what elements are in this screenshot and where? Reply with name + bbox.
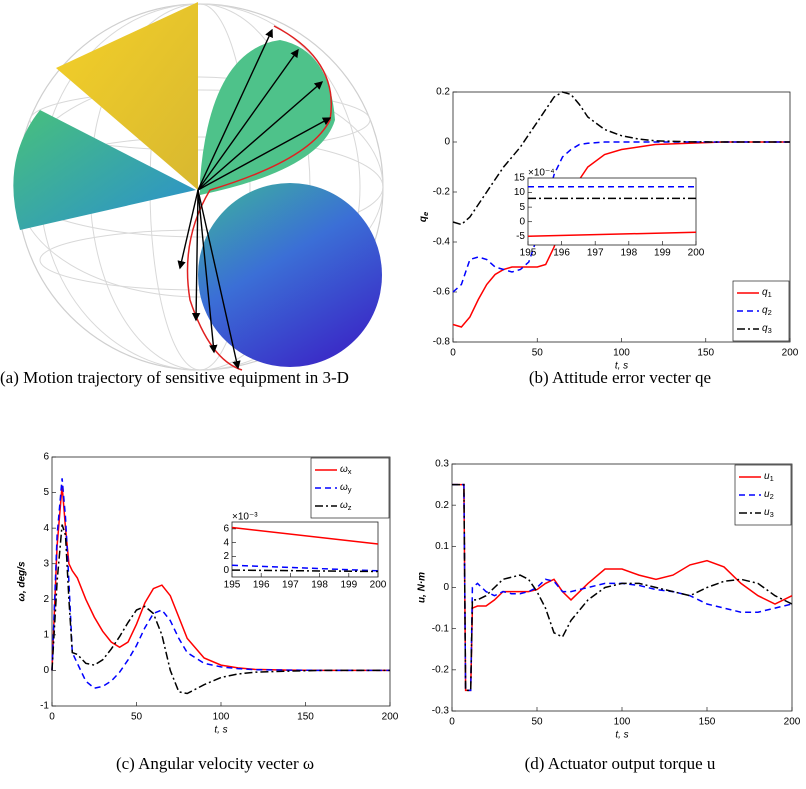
- x-tick-label: 50: [131, 712, 143, 723]
- y-tick-label: 1: [43, 629, 49, 640]
- legend-label: ωy: [340, 482, 352, 494]
- x-axis-label: t, s: [615, 361, 628, 372]
- legend-label: u3: [764, 507, 774, 519]
- legend-label: ωx: [340, 464, 352, 476]
- x-tick-label: 200: [784, 717, 801, 728]
- legend-box: [734, 464, 792, 526]
- y-tick-label: 0.2: [436, 87, 450, 98]
- data-line: [452, 483, 793, 692]
- x-tick-label: 200: [382, 712, 399, 723]
- x-tick-label: 195: [224, 580, 241, 591]
- y-tick-label: -0.3: [432, 706, 450, 717]
- data-line: [452, 91, 790, 226]
- data-line: [231, 564, 379, 572]
- x-tick-label: 50: [532, 348, 544, 359]
- y-axis-label: u, N·m: [417, 572, 428, 603]
- x-axis-label: t, s: [615, 730, 628, 741]
- x-tick-label: 50: [531, 717, 543, 728]
- x-tick-label: 196: [553, 248, 570, 259]
- x-tick-label: 200: [688, 248, 705, 259]
- x-tick-label: 195: [520, 248, 537, 259]
- y-tick-label: 0: [443, 582, 449, 593]
- y-tick-label: 5: [43, 487, 49, 498]
- data-line: [527, 231, 697, 238]
- y-tick-label: 0.3: [435, 459, 449, 470]
- y-tick-label: 15: [514, 173, 526, 184]
- y-tick-label: -1: [40, 701, 49, 712]
- x-tick-label: 198: [620, 248, 637, 259]
- y-tick-label: 5: [519, 202, 525, 213]
- x-tick-label: 100: [213, 712, 230, 723]
- y-tick-label: -0.2: [433, 187, 451, 198]
- y-tick-label: 4: [223, 537, 229, 548]
- inset-multiplier: ×10⁻³: [232, 512, 258, 523]
- x-tick-label: 199: [340, 580, 357, 591]
- x-tick-label: 198: [311, 580, 328, 591]
- legend-label: ωz: [340, 500, 352, 512]
- legend-box: [310, 457, 390, 519]
- y-tick-label: 10: [514, 187, 526, 198]
- y-axis-label: qe: [418, 212, 430, 222]
- y-tick-label: -0.8: [433, 337, 451, 348]
- x-tick-label: 0: [450, 348, 456, 359]
- x-tick-label: 200: [370, 580, 387, 591]
- sphere-illustration: [13, 2, 384, 371]
- y-tick-label: 3: [43, 558, 49, 569]
- x-tick-label: 196: [253, 580, 270, 591]
- x-tick-label: 197: [587, 248, 604, 259]
- data-line: [231, 526, 379, 545]
- caption: (a) Motion trajectory of sensitive equip…: [0, 368, 349, 387]
- y-tick-label: 0.1: [435, 541, 449, 552]
- x-tick-label: 197: [282, 580, 299, 591]
- caption: (c) Angular velocity vecter ω: [115, 754, 315, 773]
- data-line: [51, 485, 390, 672]
- x-tick-label: 100: [614, 717, 631, 728]
- y-tick-label: 2: [223, 551, 229, 562]
- x-axis-label: t, s: [214, 725, 227, 736]
- x-tick-label: 100: [613, 348, 630, 359]
- data-line: [452, 141, 790, 293]
- y-tick-label: -0.2: [432, 664, 450, 675]
- x-tick-label: 0: [449, 717, 455, 728]
- y-axis-label: ω, deg/s: [17, 561, 28, 601]
- x-tick-label: 0: [49, 712, 55, 723]
- y-tick-label: -0.6: [433, 287, 451, 298]
- legend-label: u1: [764, 471, 774, 483]
- caption: (b) Attitude error vecter qe: [528, 368, 712, 387]
- x-tick-label: 200: [782, 348, 799, 359]
- y-tick-label: 6: [223, 524, 229, 535]
- y-tick-label: 0: [223, 565, 229, 576]
- y-tick-label: 4: [43, 523, 49, 534]
- x-tick-label: 150: [699, 717, 716, 728]
- y-tick-label: -0.1: [432, 623, 450, 634]
- caption: (d) Actuator output torque u: [524, 754, 716, 773]
- x-tick-label: 150: [297, 712, 314, 723]
- y-tick-label: -0.4: [433, 237, 451, 248]
- legend-label: q2: [762, 305, 772, 317]
- legend-label: q1: [762, 287, 772, 299]
- data-line: [51, 478, 390, 690]
- y-tick-label: 0: [43, 665, 49, 676]
- y-tick-label: -5: [516, 231, 525, 242]
- y-tick-label: 0: [444, 137, 450, 148]
- y-tick-label: 0: [519, 216, 525, 227]
- x-tick-label: 150: [697, 348, 714, 359]
- y-tick-label: 0.2: [435, 500, 449, 511]
- y-tick-label: 2: [43, 594, 49, 605]
- data-line: [51, 524, 390, 695]
- y-tick-label: 6: [43, 452, 49, 463]
- inset-multiplier: ×10⁻⁴: [528, 168, 555, 179]
- x-tick-label: 199: [654, 248, 671, 259]
- legend-label: q3: [762, 323, 772, 335]
- data-line: [452, 141, 790, 328]
- legend-label: u2: [764, 489, 774, 501]
